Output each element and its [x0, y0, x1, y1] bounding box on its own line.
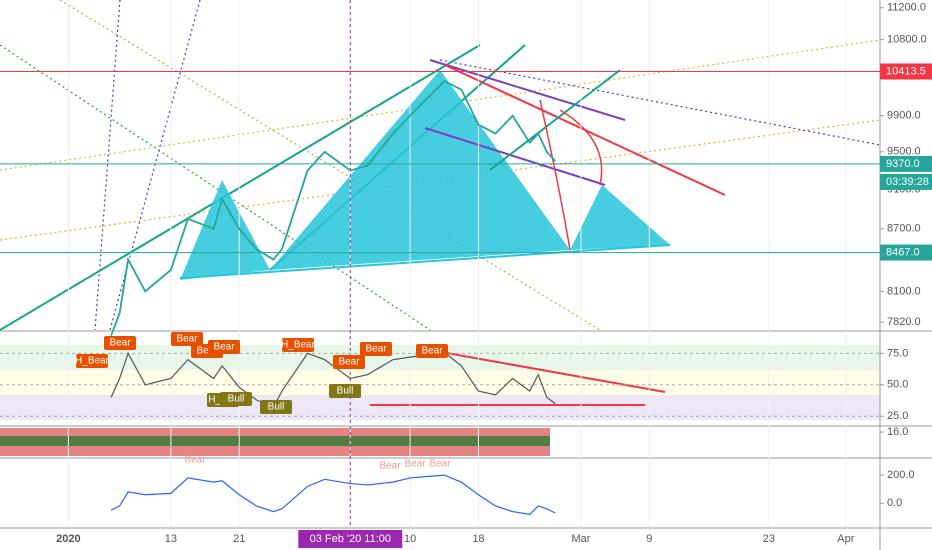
annotation: Bear	[404, 459, 426, 470]
price-badge	[880, 155, 932, 172]
series-line	[110, 474, 556, 516]
y-tick-label: 7820.0	[887, 316, 921, 328]
annotation: Bear	[176, 334, 198, 345]
annotation: Bear	[213, 342, 235, 353]
y-tick-label: 25.0	[887, 410, 908, 422]
annotation: Bear	[421, 346, 443, 357]
series-line	[110, 79, 557, 336]
x-tick-label: Apr	[837, 533, 854, 545]
y-tick-label: 8700.0	[887, 223, 921, 235]
annotation-bg	[329, 384, 361, 398]
price-badge	[880, 63, 932, 80]
price-badge-label: 9370.0	[886, 158, 920, 170]
annotation-bg	[260, 400, 292, 414]
annotation-bg	[208, 340, 240, 354]
y-tick-label: 50.0	[887, 379, 908, 391]
y-tick-label: 9500.0	[887, 146, 921, 158]
annotation-bg	[282, 338, 314, 352]
x-tick-label: 10	[404, 533, 416, 545]
x-tick-label: 18	[472, 533, 484, 545]
annotation: Bull	[268, 402, 285, 413]
annotation-bg	[171, 332, 203, 346]
price-badge-label: 10413.5	[886, 65, 926, 77]
annotation-bg	[104, 336, 136, 350]
x-tick-label: Mar	[571, 533, 590, 545]
x-tick-label: 21	[233, 533, 245, 545]
price-badge-label: 8467.0	[886, 246, 920, 258]
y-tick-label: 9900.0	[887, 110, 921, 122]
annotation: Bull	[337, 386, 354, 397]
y-tick-label: 200.0	[887, 469, 915, 481]
x-tick-label: 9	[646, 533, 652, 545]
annotation: H_Bear	[281, 340, 316, 351]
annotation: Bear	[109, 338, 131, 349]
annotation: H_Bear	[75, 356, 110, 367]
x-tick-label: 13	[165, 533, 177, 545]
y-tick-label: 10800.0	[887, 34, 927, 46]
y-tick-label: 11200.0	[887, 2, 926, 14]
annotation: Bear	[184, 455, 206, 466]
drawings	[0, 0, 881, 456]
annotation-bg	[333, 355, 365, 369]
annotation: Bear	[338, 357, 360, 368]
annotation: Bear	[196, 346, 218, 357]
annotation: Bear	[365, 344, 387, 355]
annotation-bg	[76, 354, 108, 368]
x-tick-label: 23	[763, 533, 775, 545]
series-line	[110, 351, 556, 409]
countdown-badge	[880, 173, 932, 190]
annotation: Bull	[228, 394, 245, 405]
x-tick-label: 03 Feb '20 11:00	[310, 533, 391, 545]
annotation-bg	[360, 342, 392, 356]
annotation: Bear	[429, 459, 451, 470]
y-tick-label: 0.0	[887, 497, 902, 509]
price-badge	[880, 244, 932, 261]
y-tick-label: 75.0	[887, 347, 908, 359]
annotation-bg	[220, 392, 252, 406]
countdown-label: 03:39:28	[886, 176, 929, 188]
y-tick-label: 8100.0	[887, 285, 921, 297]
y-tick-label: 16.0	[887, 426, 908, 438]
crosshair-label-bg	[298, 530, 403, 548]
annotation: Bear	[379, 461, 401, 472]
x-tick-label: 2020	[56, 533, 80, 545]
annotation-bg	[416, 344, 448, 358]
